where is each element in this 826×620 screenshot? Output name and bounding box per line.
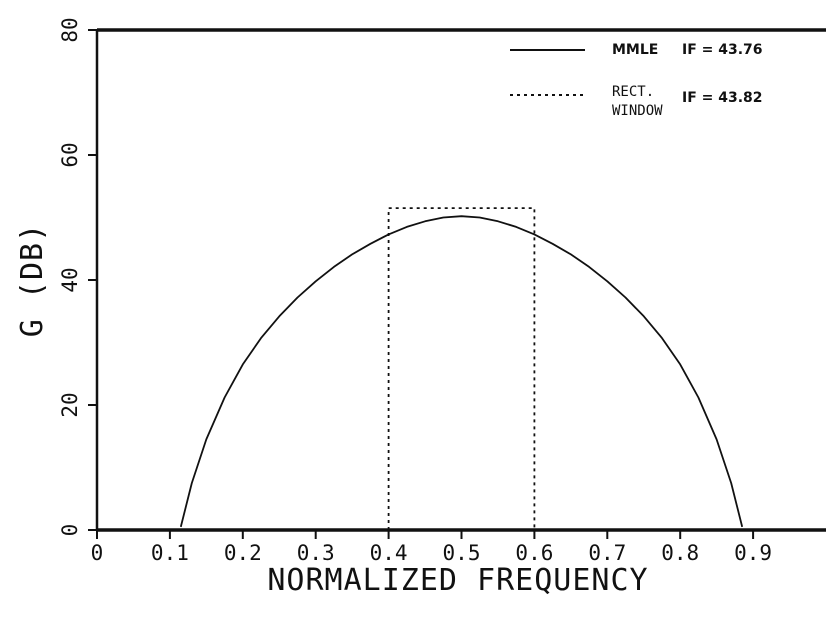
tick-labels: 0 0.1 0.2 0.3 0.4 0.5 0.6 0.7 0.8 0.9 0 20 40 60 80 <box>58 17 772 565</box>
x-tick-label-7: 0.7 <box>588 541 626 565</box>
x-tick-label-5: 0.5 <box>443 541 481 565</box>
legend-if-rect-window: IF = 43.82 <box>682 90 763 106</box>
series-line-rect-window <box>387 207 536 530</box>
x-axis-title: NORMALIZED FREQUENCY <box>267 563 648 598</box>
legend-label-mmle: MMLE <box>612 42 658 58</box>
x-tick-label-3: 0.3 <box>297 541 335 565</box>
x-tick-label-2: 0.2 <box>224 541 262 565</box>
y-tick-label-0: 0 <box>58 524 82 537</box>
x-tick-label-1: 0.1 <box>151 541 189 565</box>
x-tick-label-8: 0.8 <box>661 541 699 565</box>
y-axis-title: G (DB) <box>15 223 50 337</box>
axis-ticks <box>88 29 755 539</box>
x-tick-label-9: 0.9 <box>734 541 772 565</box>
series-line-mmle <box>179 215 744 528</box>
x-tick-label-6: 0.6 <box>515 541 553 565</box>
y-tick-label-1: 20 <box>58 392 82 417</box>
legend-if-mmle: IF = 43.76 <box>682 42 763 58</box>
x-tick-label-0: 0 <box>91 541 104 565</box>
legend-label-rect-window: RECT. WINDOW <box>612 84 663 119</box>
series-layer <box>179 207 744 530</box>
legend: MMLE IF = 43.76 RECT. WINDOW IF = 43.82 <box>510 42 763 119</box>
y-tick-label-4: 80 <box>58 17 82 42</box>
x-tick-label-4: 0.4 <box>370 541 408 565</box>
y-tick-label-3: 60 <box>58 142 82 167</box>
y-tick-label-2: 40 <box>58 267 82 292</box>
